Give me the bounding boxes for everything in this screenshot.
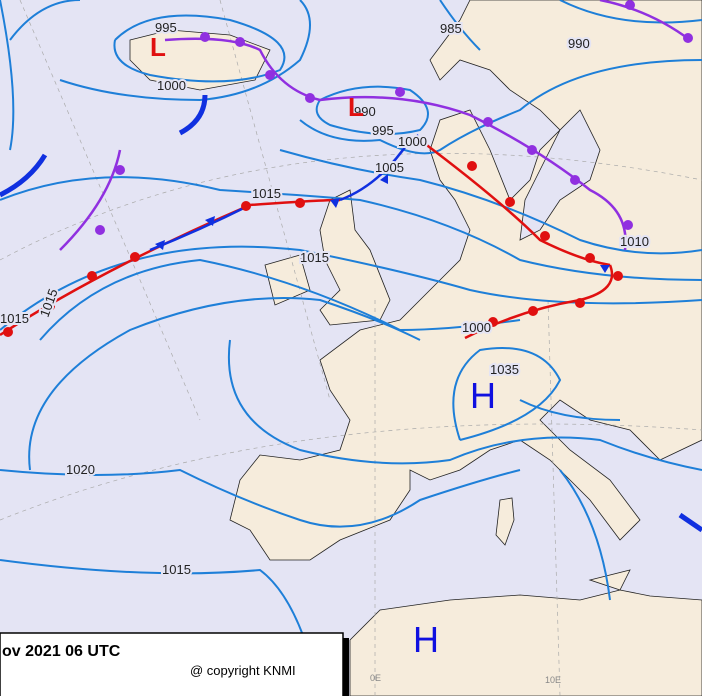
fronts [0, 0, 702, 533]
pressure-center: H [470, 375, 496, 416]
isobar-label: 995 [155, 20, 177, 35]
isobar-label: 995 [372, 123, 394, 138]
isobar-label: 1020 [66, 462, 95, 477]
land [129, 0, 702, 696]
footer-box [0, 632, 344, 696]
footer: ov 2021 06 UTC @ copyright KNMI [0, 632, 349, 696]
isobar-label: 1000 [398, 134, 427, 149]
isobar-label: 1015 [252, 186, 281, 201]
copyright: @ copyright KNMI [190, 663, 296, 678]
pressure-center: L [150, 32, 166, 62]
isobar-label: 1015 [162, 562, 191, 577]
isobar-label: 1015 [0, 311, 29, 326]
isobar-label: 990 [354, 104, 376, 119]
pressure-center: H [413, 619, 439, 660]
date-text: ov 2021 06 UTC [2, 643, 121, 660]
labels: 995 1000 985 990 990 995 1000 1005 1015 1015 1015 1… [0, 18, 651, 685]
pressure-center: L [348, 92, 364, 122]
isobar-label: 1035 [490, 362, 519, 377]
longitude-label: 0E [370, 673, 381, 683]
isobar-label: 985 [440, 21, 462, 36]
isobar-label: 1000 [157, 78, 186, 93]
longitude-label: 10E [545, 675, 561, 685]
isobar-label: 1000 [462, 320, 491, 335]
isobar-label: 1005 [375, 160, 404, 175]
isobar-label: 990 [568, 36, 590, 51]
isobar-label: 1010 [620, 234, 649, 249]
isobar-label: 1015 [300, 250, 329, 265]
